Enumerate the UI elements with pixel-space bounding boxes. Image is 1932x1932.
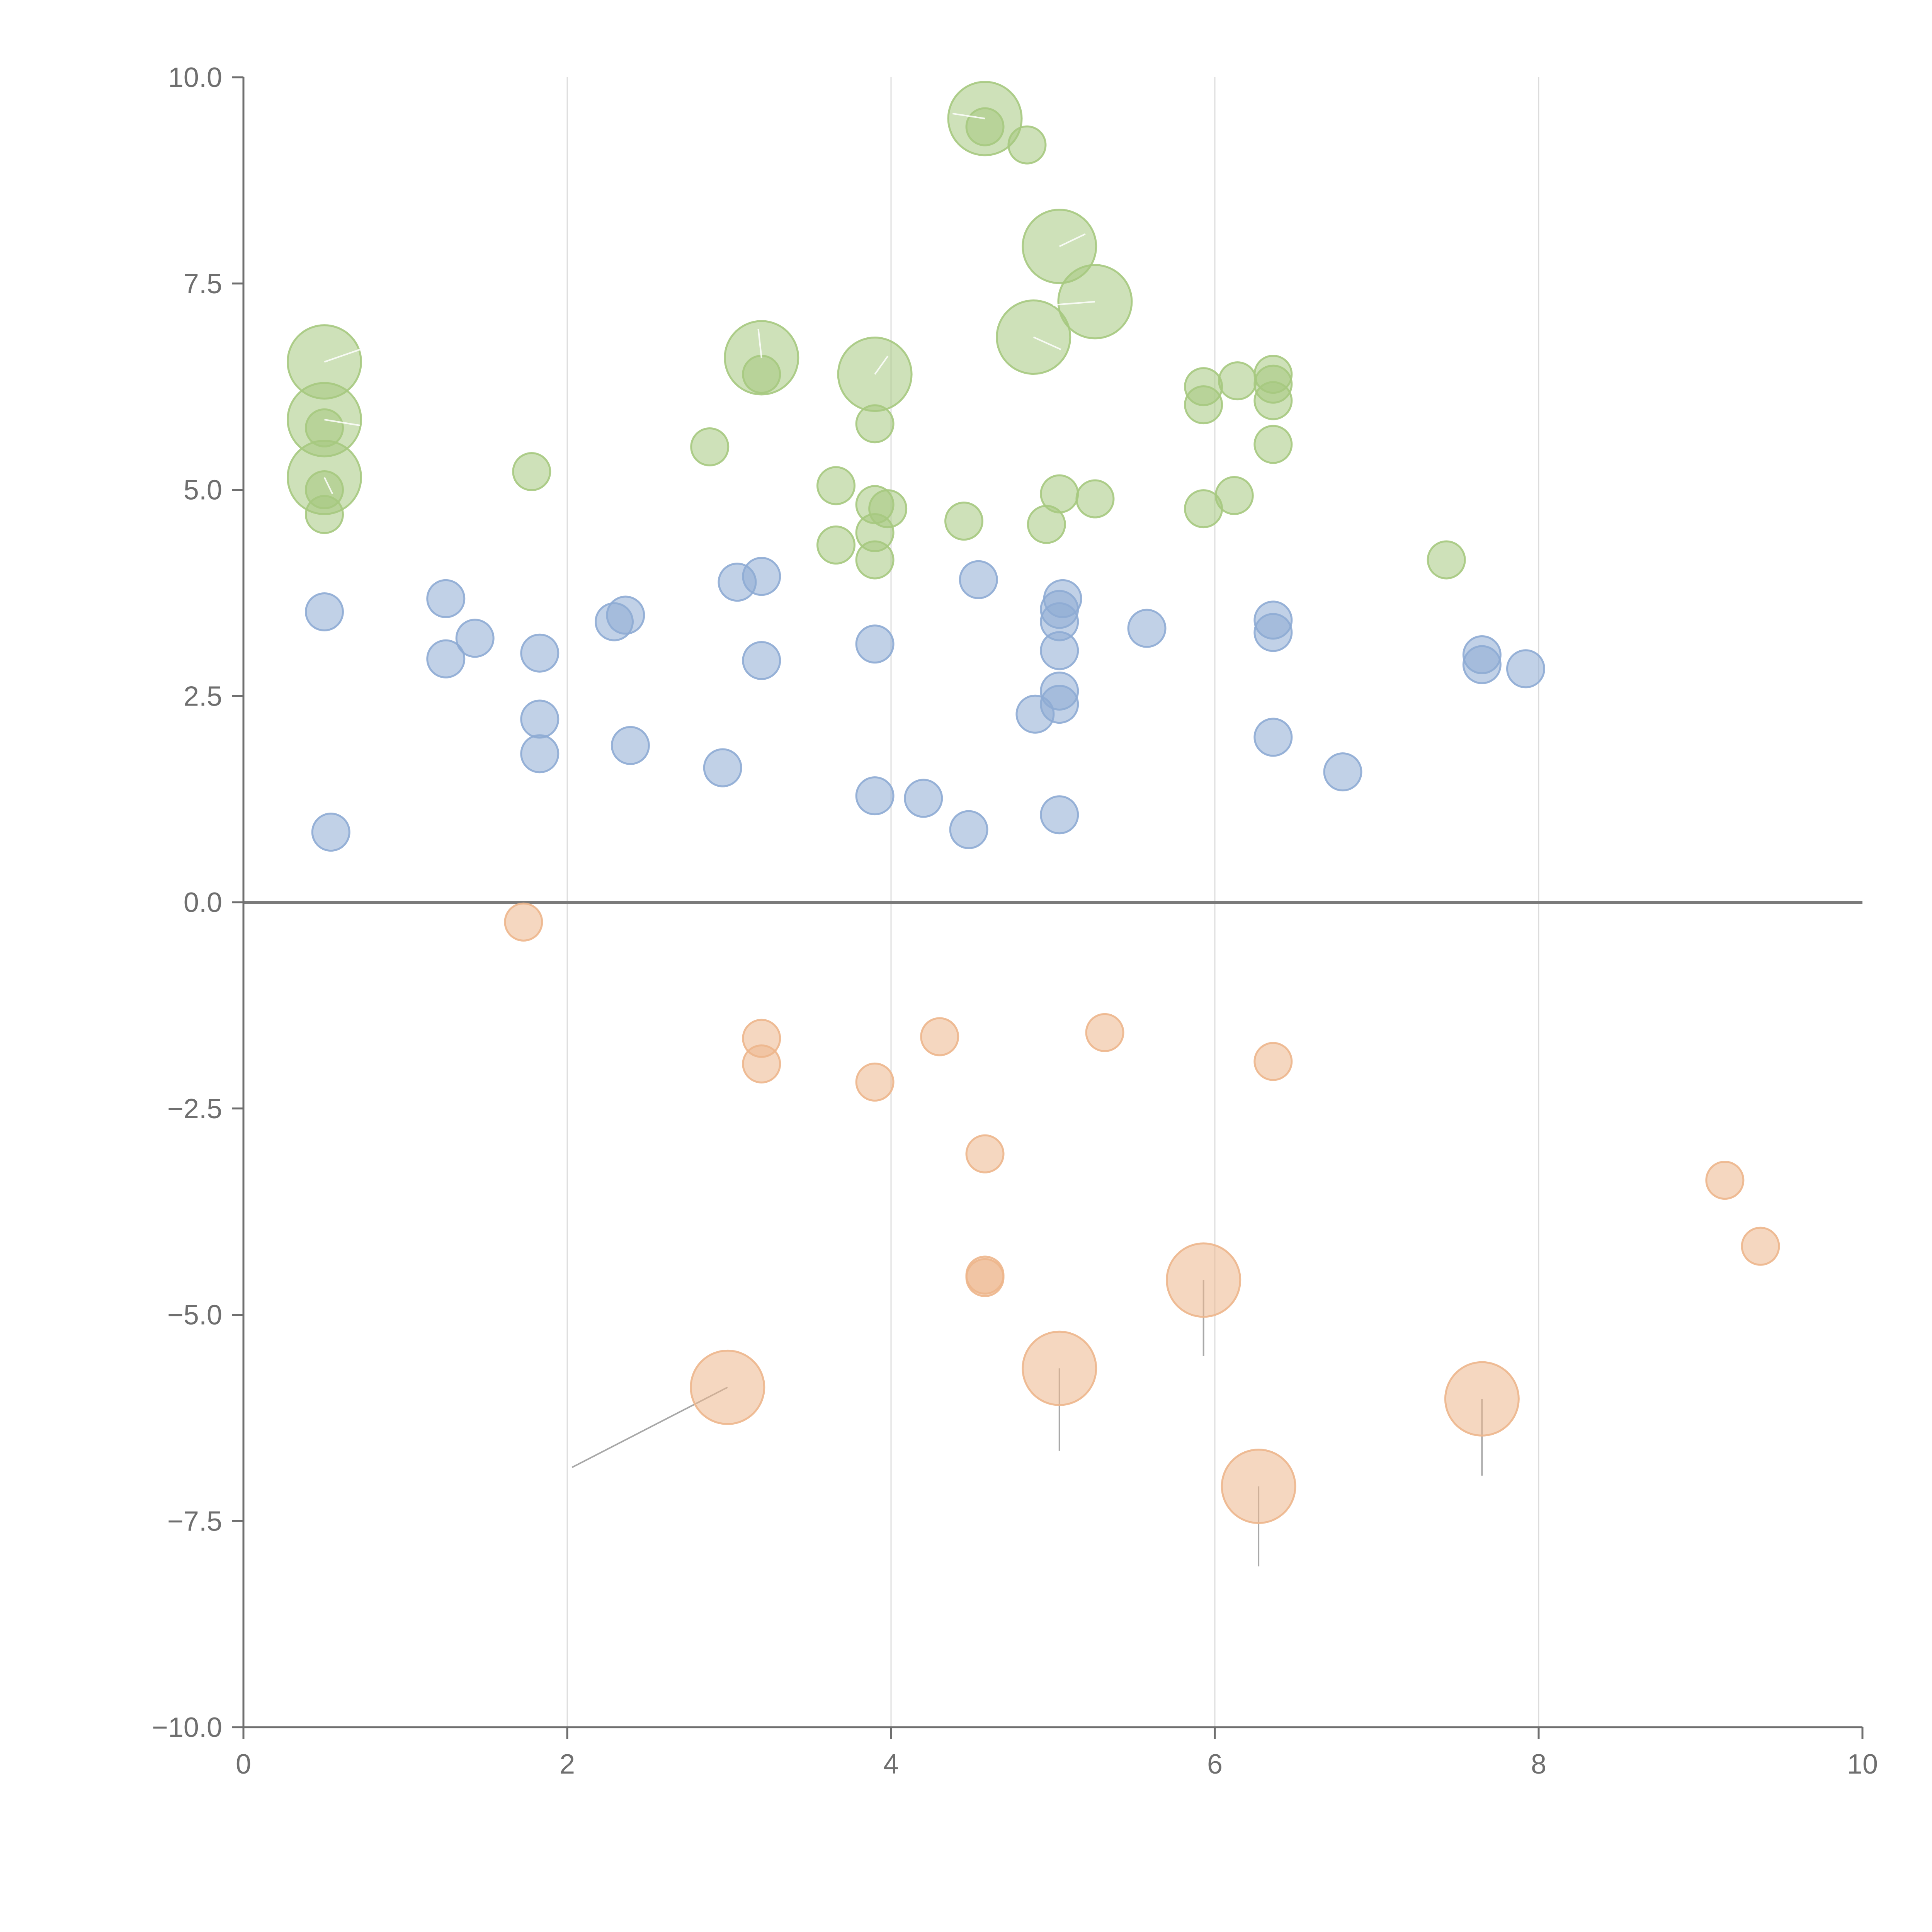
series-blue <box>305 557 1545 852</box>
bubble-inner-marks <box>323 112 1095 495</box>
bubble-point <box>855 404 895 444</box>
bubble-point <box>816 526 856 565</box>
bubble-inner-mark <box>757 328 762 358</box>
bubble-point <box>920 1017 959 1056</box>
bubble-point <box>1705 1160 1745 1200</box>
bubble-inner-mark <box>874 355 889 375</box>
bubble-point <box>855 776 895 816</box>
bubble-point <box>1040 795 1079 835</box>
x-tick-label: 6 <box>1207 1749 1223 1780</box>
bubble-point <box>1253 425 1293 464</box>
bubble-point <box>1253 381 1293 420</box>
tick-labels: 0 2 4 6 8 10 10.0 7.5 5.0 2.5 0.0 −2.5 −5.0 −7.5 −10.0 <box>152 62 1878 1780</box>
bubble-inner-mark <box>1053 301 1095 306</box>
bubble-point <box>1218 361 1257 401</box>
y-tick-label: 10.0 <box>168 62 222 93</box>
bubble-point <box>690 427 730 466</box>
y-tick-label: 0.0 <box>184 887 222 918</box>
bubble-point <box>1253 718 1293 757</box>
bubble-point <box>1015 694 1055 734</box>
bubble-point <box>1506 649 1545 689</box>
y-tick-label: 2.5 <box>184 681 222 712</box>
bubble-point <box>1022 1330 1097 1406</box>
y-tick-label: −7.5 <box>167 1506 222 1537</box>
bubble-point <box>1741 1226 1780 1266</box>
bubble-point <box>742 557 781 596</box>
bubble-point <box>1253 1042 1293 1081</box>
bubble-point <box>1040 631 1079 670</box>
bubble-point <box>944 502 984 541</box>
bubble-point <box>816 466 856 505</box>
bubble-point <box>520 699 560 739</box>
bubble-point <box>1184 385 1223 425</box>
bubble-inner-mark <box>324 419 361 426</box>
bubble-point <box>512 452 551 492</box>
bubble-point <box>742 1044 781 1083</box>
y-tick-label: −5.0 <box>167 1300 222 1331</box>
bubble-point <box>504 902 543 942</box>
bubble-point <box>455 619 495 658</box>
bubble-point <box>904 779 943 818</box>
bubble-point <box>426 579 466 618</box>
y-tick-label: 7.5 <box>184 269 222 299</box>
bubble-point <box>606 595 645 635</box>
bubble-point <box>520 734 560 774</box>
bubble-point <box>1085 1013 1124 1052</box>
bubble-point <box>311 813 350 852</box>
y-tick-label: 5.0 <box>184 475 222 506</box>
y-tick-label: −10.0 <box>152 1712 222 1743</box>
bubble-inner-mark <box>1059 233 1086 247</box>
bubble-point <box>949 810 988 849</box>
bubble-inner-mark <box>952 112 985 119</box>
bubble-point <box>1444 1361 1520 1437</box>
bubble-point <box>1027 505 1066 544</box>
bubble-point <box>959 560 998 599</box>
x-tick-label: 10 <box>1847 1749 1878 1780</box>
bubble-point <box>1214 476 1254 515</box>
bubble-point <box>611 726 650 765</box>
y-tick-label: −2.5 <box>167 1094 222 1124</box>
bubble-point <box>1462 645 1502 684</box>
leader-lines <box>571 1280 1483 1566</box>
bubble-inner-mark <box>323 477 333 495</box>
bubble-point <box>855 1062 895 1102</box>
bubble-point <box>690 1349 765 1425</box>
bubble-point <box>855 624 895 664</box>
bubble-point <box>1221 1449 1296 1524</box>
bubble-point <box>965 107 1005 146</box>
bubble-point <box>1253 613 1293 652</box>
bubble-point <box>1427 540 1466 580</box>
bubble-point <box>965 1258 1005 1297</box>
bubble-point <box>855 540 895 580</box>
x-tick-label: 8 <box>1531 1749 1546 1780</box>
bubble-point <box>1127 609 1167 648</box>
bubble-point <box>305 495 344 534</box>
series-orange <box>504 902 1780 1524</box>
bubble-point <box>520 633 560 673</box>
bubble-point <box>965 1134 1005 1173</box>
bubble-point <box>305 408 344 447</box>
bubble-point <box>703 748 742 787</box>
bubble-point <box>1007 125 1047 165</box>
x-tick-label: 4 <box>883 1749 899 1780</box>
bubble-point <box>426 639 466 679</box>
bubble-point <box>305 592 344 631</box>
bubble-inner-mark <box>1033 336 1061 350</box>
bubble-point <box>742 355 781 394</box>
bubble-series <box>287 81 1780 1524</box>
x-tick-label: 0 <box>236 1749 251 1780</box>
bubble-inner-mark <box>324 349 361 363</box>
bubble-point <box>1166 1242 1242 1318</box>
bubble-point <box>1323 752 1362 792</box>
x-tick-label: 2 <box>560 1749 575 1780</box>
series-green <box>287 81 1466 580</box>
bubble-point <box>742 641 781 680</box>
bubble-point <box>1075 479 1115 519</box>
